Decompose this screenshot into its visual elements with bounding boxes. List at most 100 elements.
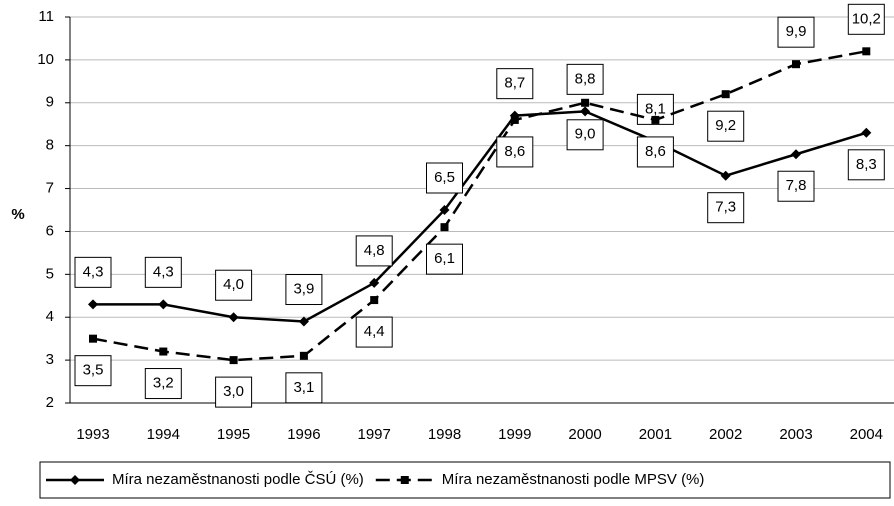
- value-label-box: [707, 192, 745, 224]
- value-label: 3,9: [293, 280, 314, 297]
- value-label: 8,1: [645, 100, 666, 117]
- x-tick-label: 1999: [498, 426, 531, 443]
- value-label-box: [496, 68, 534, 100]
- value-label: 8,7: [504, 75, 525, 92]
- value-label-box: [355, 235, 393, 267]
- legend-marker: [400, 476, 409, 484]
- value-label: 3,2: [153, 375, 174, 392]
- x-tick-label: 1997: [358, 426, 391, 443]
- x-tick-label: 1993: [76, 426, 109, 443]
- value-label: 7,8: [786, 177, 807, 194]
- x-tick-label: 2003: [779, 426, 812, 443]
- x-tick-label: 2004: [850, 426, 883, 443]
- data-point: [229, 356, 238, 365]
- data-point: [651, 115, 660, 124]
- value-label-box: [847, 3, 885, 35]
- value-label: 8,8: [575, 70, 596, 87]
- value-label-box: [285, 372, 323, 404]
- x-tick-label: 1995: [217, 426, 250, 443]
- data-point: [370, 296, 379, 305]
- value-label-box: [74, 256, 112, 288]
- value-label: 6,1: [434, 250, 455, 267]
- value-label-box: [496, 136, 534, 168]
- value-label: 3,0: [223, 383, 244, 400]
- data-point: [159, 347, 168, 356]
- data-point: [510, 115, 519, 124]
- y-tick-label: 8: [46, 137, 54, 154]
- x-tick-label: 1994: [147, 426, 180, 443]
- value-label: 4,0: [223, 276, 244, 293]
- legend-label: Míra nezaměstnanosti podle ČSÚ (%): [112, 471, 364, 488]
- y-tick-label: 10: [37, 51, 54, 68]
- value-label-box: [777, 16, 815, 48]
- value-label: 8,3: [856, 156, 877, 173]
- data-point: [440, 223, 449, 232]
- data-point: [299, 351, 308, 360]
- value-label-box: [777, 170, 815, 202]
- data-point: [369, 277, 380, 288]
- value-label: 10,2: [852, 10, 881, 27]
- value-label-box: [215, 269, 253, 301]
- value-label-box: [144, 368, 182, 400]
- data-point: [228, 312, 239, 323]
- value-label: 4,3: [83, 263, 104, 280]
- value-label-box: [566, 119, 604, 151]
- data-point: [720, 170, 731, 181]
- value-label: 3,5: [83, 362, 104, 379]
- y-tick-label: 7: [46, 180, 54, 197]
- data-point: [439, 205, 450, 215]
- data-point: [298, 316, 309, 327]
- data-point: [88, 299, 98, 310]
- y-tick-label: 3: [46, 351, 54, 368]
- value-label: 4,4: [364, 323, 385, 340]
- legend-marker: [70, 475, 80, 485]
- value-label: 8,6: [504, 143, 525, 160]
- value-label: 6,5: [434, 169, 455, 186]
- y-tick-label: 5: [46, 265, 54, 282]
- series-line: [92, 50, 867, 362]
- x-tick-label: 2002: [709, 426, 742, 443]
- data-point: [158, 299, 169, 310]
- value-label-box: [215, 376, 253, 408]
- y-tick-label: 6: [46, 222, 54, 239]
- x-tick-label: 2000: [568, 426, 601, 443]
- data-point: [861, 127, 872, 138]
- y-tick-label: 11: [38, 8, 54, 25]
- value-label: 4,8: [364, 242, 385, 259]
- value-label-box: [144, 256, 182, 288]
- value-label-box: [847, 149, 885, 181]
- value-label-box: [566, 63, 604, 95]
- data-point: [791, 149, 801, 160]
- y-tick-label: 4: [46, 308, 54, 325]
- data-point: [862, 47, 871, 56]
- y-axis-title: %: [11, 206, 24, 223]
- data-point: [721, 90, 730, 99]
- x-tick-label: 1996: [287, 426, 320, 443]
- value-label: 7,3: [715, 199, 736, 216]
- value-label: 9,2: [715, 117, 736, 134]
- data-point: [89, 334, 97, 343]
- value-label: 8,6: [645, 143, 666, 160]
- y-tick-label: 9: [46, 94, 54, 111]
- legend-label: Míra nezaměstnanosti podle MPSV (%): [442, 471, 705, 488]
- value-label: 9,0: [575, 126, 596, 143]
- value-label: 9,9: [786, 23, 807, 40]
- data-point: [792, 60, 800, 69]
- y-tick-label: 2: [46, 394, 54, 411]
- value-label-box: [707, 110, 745, 142]
- data-point: [580, 106, 591, 117]
- value-label: 4,3: [153, 263, 174, 280]
- legend-box: [39, 461, 891, 499]
- series-line: [93, 110, 867, 323]
- value-label-box: [74, 355, 112, 387]
- x-tick-label: 1998: [428, 426, 461, 443]
- value-label-box: [285, 274, 323, 306]
- value-label-box: [355, 316, 393, 348]
- value-label-box: [426, 162, 463, 194]
- value-label: 3,1: [293, 379, 314, 396]
- x-tick-label: 2001: [639, 426, 672, 443]
- value-label-box: [636, 136, 674, 168]
- data-point: [581, 98, 590, 107]
- value-label-box: [426, 243, 463, 275]
